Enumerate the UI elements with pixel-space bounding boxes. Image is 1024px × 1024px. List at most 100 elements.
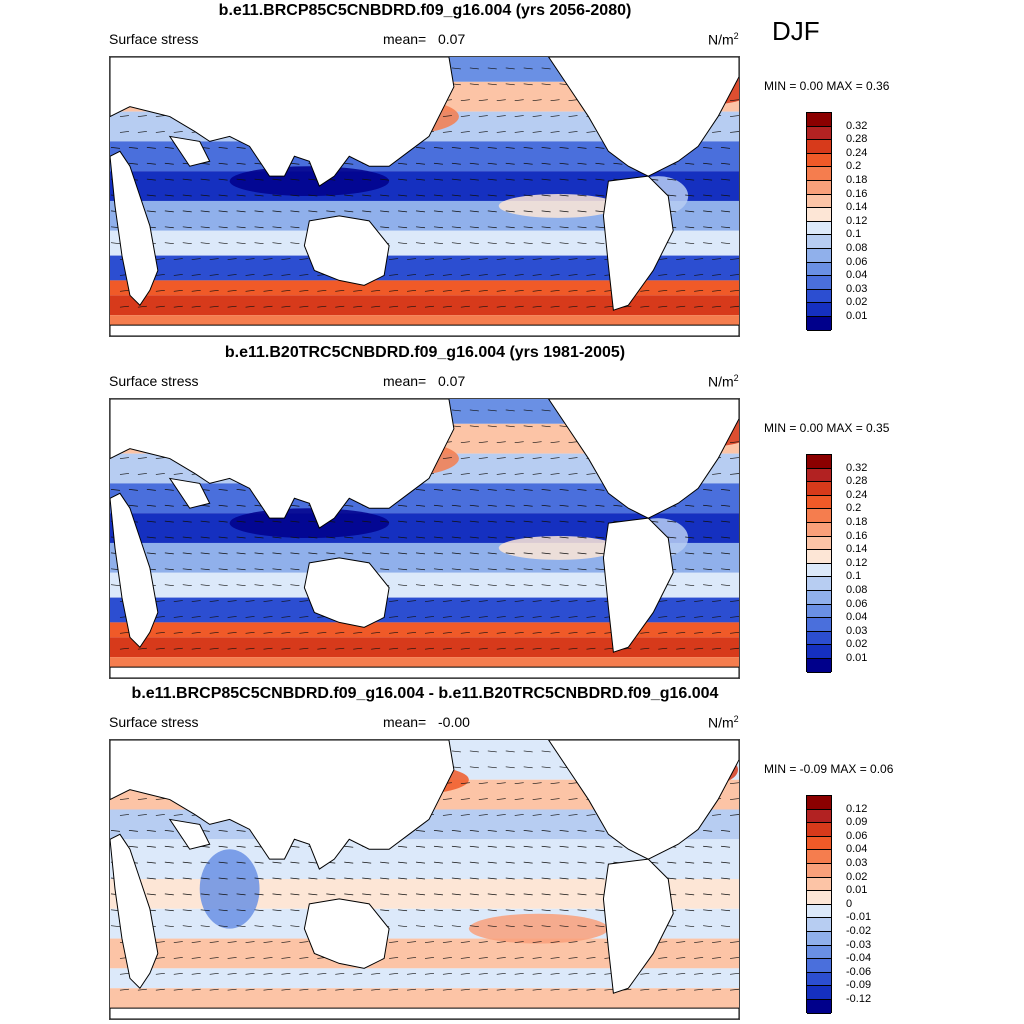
wind-vector [586, 131, 596, 133]
wind-vector [317, 647, 327, 650]
wind-vector [541, 845, 551, 848]
wind-vector [433, 909, 443, 912]
wind-vector [577, 489, 587, 491]
wind-vector [505, 845, 515, 848]
wind-vector [541, 162, 551, 165]
contour-blob [229, 166, 390, 197]
wind-vector [200, 568, 210, 571]
wind-vector [721, 504, 731, 507]
wind-vector [451, 178, 461, 181]
wind-vector [362, 178, 372, 181]
wind-vector [469, 242, 479, 245]
color-bar-segment [807, 631, 831, 646]
wind-vector [514, 814, 524, 816]
wind-vector [236, 178, 246, 181]
wind-vector [415, 893, 426, 896]
wind-vector [541, 925, 551, 928]
wind-vector [478, 258, 488, 260]
wind-vector [335, 647, 345, 650]
wind-vector [523, 226, 533, 229]
contour-band [110, 280, 739, 296]
wind-vector [532, 473, 542, 475]
wind-vector [272, 536, 282, 539]
stress-map [109, 739, 740, 1020]
wind-vector [299, 631, 309, 634]
wind-vector [326, 877, 336, 880]
wind-vector [496, 457, 506, 459]
mean-label: mean= [383, 31, 427, 47]
color-bar-tick-label: 0.06 [846, 597, 868, 610]
wind-vector [703, 226, 713, 229]
landmass [110, 324, 739, 336]
wind-vector [272, 877, 282, 880]
wind-vector [676, 631, 686, 634]
wind-vector [380, 861, 390, 864]
wind-vector [137, 473, 147, 475]
wind-vector [496, 441, 506, 444]
wind-vector [290, 568, 300, 571]
wind-vector [299, 957, 309, 959]
wind-vector [469, 504, 479, 507]
wind-vector [685, 210, 695, 213]
wind-vector [703, 147, 713, 149]
wind-vector [658, 988, 668, 991]
wind-vector [496, 941, 506, 943]
wind-vector [218, 877, 228, 880]
wind-vector [353, 972, 363, 975]
wind-vector [137, 798, 147, 800]
wind-vector [290, 210, 300, 213]
color-bar-tick-label: 0.16 [846, 529, 868, 542]
wind-vector [676, 289, 686, 292]
wind-vector [505, 877, 515, 880]
wind-vector [496, 782, 506, 785]
wind-vector [451, 504, 461, 507]
wind-vector [568, 782, 578, 785]
wind-vector [200, 861, 210, 864]
wind-vector [362, 861, 372, 864]
color-bar-segment [807, 658, 831, 673]
wind-vector [685, 909, 695, 912]
wind-vector [433, 552, 443, 555]
wind-vector [290, 194, 300, 197]
wind-vector [550, 798, 560, 800]
wind-vector [496, 289, 506, 292]
wind-vector [703, 877, 713, 880]
color-bar-segment [807, 836, 831, 851]
color-bar-tick-label: 0.04 [846, 843, 868, 856]
landmass [303, 898, 390, 969]
color-bar-tick-label: 0.1 [846, 228, 862, 241]
wind-vector [469, 489, 479, 491]
color-bar-tick-label: -0.04 [846, 952, 872, 965]
color-bar-tick-label: 0.02 [846, 870, 868, 883]
wind-vector [577, 520, 587, 523]
wind-vector [559, 147, 569, 149]
wind-vector [550, 647, 560, 650]
wind-vector [487, 750, 497, 753]
wind-vector [703, 178, 713, 181]
wind-vector [263, 258, 273, 260]
wind-vector [353, 647, 363, 650]
wind-vector [218, 147, 228, 149]
wind-vector [541, 67, 551, 70]
wind-vector [209, 647, 219, 650]
color-bar-segment [807, 550, 831, 564]
wind-vector [128, 504, 138, 507]
wind-vector [362, 536, 372, 539]
wind-vector [541, 226, 551, 229]
wind-vector [523, 520, 533, 523]
wind-vector [541, 210, 551, 213]
wind-vector [703, 830, 713, 832]
wind-vector [487, 925, 497, 928]
wind-vector [137, 457, 147, 459]
wind-vector [407, 289, 417, 292]
wind-vector [514, 115, 524, 117]
wind-vector [577, 568, 587, 571]
wind-vector [200, 536, 210, 539]
contour-blob [468, 913, 609, 944]
wind-vector [487, 845, 497, 848]
wind-vector [290, 536, 300, 539]
wind-vector [478, 814, 488, 816]
wind-vector [505, 909, 515, 912]
wind-vector [595, 194, 605, 197]
wind-vector [685, 178, 695, 181]
